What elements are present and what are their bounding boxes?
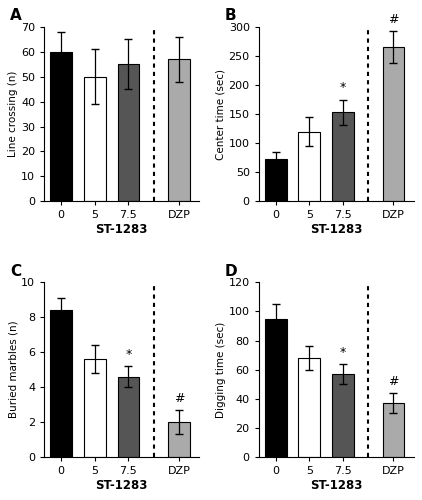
Bar: [298, 132, 320, 202]
Bar: [298, 358, 320, 457]
Text: *: *: [125, 348, 132, 361]
Bar: [265, 160, 287, 202]
X-axis label: ST-1283: ST-1283: [310, 478, 362, 492]
Text: *: *: [340, 346, 346, 358]
X-axis label: ST-1283: ST-1283: [310, 223, 362, 236]
Text: B: B: [225, 8, 236, 24]
Bar: [382, 47, 404, 202]
Bar: [84, 359, 106, 457]
Text: #: #: [388, 12, 399, 26]
X-axis label: ST-1283: ST-1283: [95, 478, 148, 492]
Bar: [265, 318, 287, 457]
Bar: [117, 64, 139, 202]
Text: *: *: [340, 82, 346, 94]
Bar: [50, 310, 72, 457]
Bar: [332, 112, 354, 202]
Y-axis label: Digging time (sec): Digging time (sec): [216, 322, 226, 418]
Bar: [168, 59, 190, 202]
Text: #: #: [388, 374, 399, 388]
Bar: [117, 376, 139, 457]
Bar: [332, 374, 354, 457]
Bar: [50, 52, 72, 202]
Text: A: A: [10, 8, 22, 24]
Y-axis label: Center time (sec): Center time (sec): [216, 68, 226, 160]
Y-axis label: Line crossing (n): Line crossing (n): [8, 71, 18, 158]
Text: D: D: [225, 264, 237, 279]
Y-axis label: Buried marbles (n): Buried marbles (n): [8, 321, 19, 418]
Bar: [168, 422, 190, 457]
Bar: [382, 403, 404, 457]
X-axis label: ST-1283: ST-1283: [95, 223, 148, 236]
Text: #: #: [174, 392, 184, 404]
Bar: [84, 76, 106, 202]
Text: C: C: [10, 264, 21, 279]
